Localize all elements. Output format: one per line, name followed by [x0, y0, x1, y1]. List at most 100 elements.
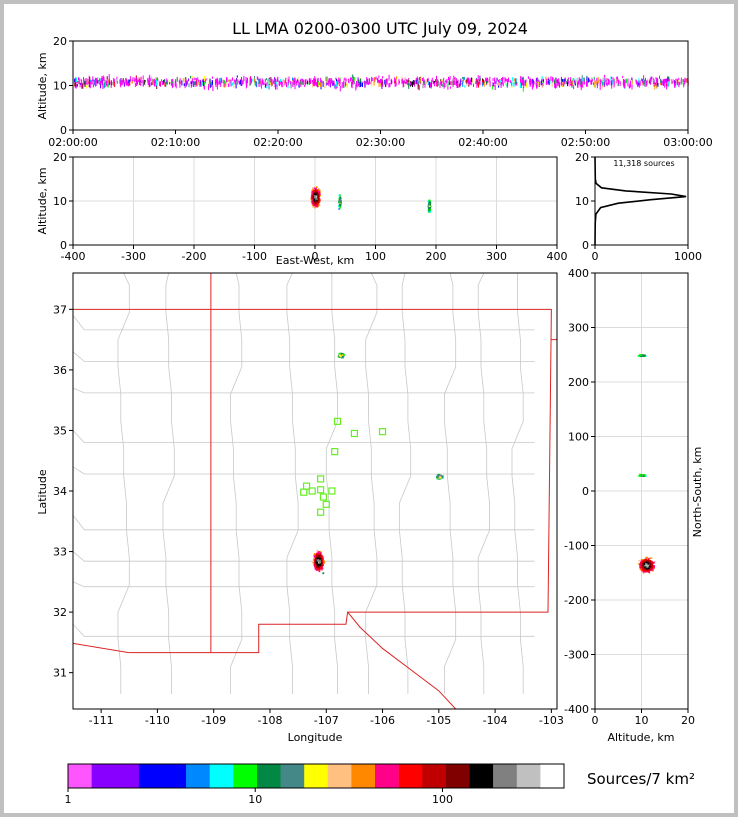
source-point: [652, 568, 654, 571]
source-point: [257, 77, 259, 81]
source-point: [650, 569, 653, 572]
county-line: [73, 315, 535, 331]
source-point: [348, 78, 350, 84]
source-point: [324, 82, 326, 88]
source-point: [404, 78, 406, 84]
source-point: [86, 77, 88, 84]
source-point: [316, 189, 318, 192]
source-point: [643, 79, 645, 83]
source-point: [486, 81, 488, 85]
source-point: [256, 76, 258, 80]
source-point: [533, 82, 535, 88]
source-point: [318, 203, 320, 206]
source-point: [666, 83, 668, 90]
source-point: [610, 80, 612, 86]
source-point: [396, 76, 397, 80]
source-point: [648, 565, 651, 568]
source-point: [613, 82, 615, 88]
colorbar-swatch: [280, 764, 305, 788]
source-point: [645, 567, 648, 569]
y-tick-label: -400: [564, 703, 589, 716]
source-point: [643, 559, 646, 562]
source-point: [316, 186, 318, 188]
source-point: [312, 79, 313, 83]
source-point: [129, 76, 131, 82]
source-point: [329, 78, 331, 85]
source-point: [593, 76, 595, 81]
source-point: [190, 81, 192, 85]
county-line: [73, 514, 535, 531]
source-point: [417, 78, 419, 84]
source-point: [653, 565, 656, 567]
source-point: [346, 83, 348, 89]
source-point: [311, 195, 314, 198]
source-point: [413, 80, 415, 85]
source-point: [638, 78, 640, 83]
source-point: [406, 81, 408, 84]
source-point: [232, 77, 233, 81]
source-point: [156, 85, 158, 89]
source-point: [298, 80, 300, 85]
source-point: [642, 475, 644, 477]
source-point: [470, 80, 472, 86]
source-point: [589, 79, 591, 83]
source-point: [294, 79, 296, 85]
source-point: [541, 75, 543, 81]
source-point: [445, 80, 447, 84]
source-point: [317, 81, 319, 88]
source-point: [478, 79, 480, 83]
source-point: [313, 563, 316, 565]
source-point: [319, 551, 322, 553]
source-point: [625, 79, 627, 84]
source-point: [87, 79, 89, 84]
source-point: [339, 204, 341, 207]
x-tick-label: 100: [365, 250, 386, 263]
source-point: [453, 79, 455, 82]
source-point: [644, 560, 646, 563]
source-point: [596, 80, 598, 85]
source-point: [640, 355, 642, 357]
source-point: [341, 352, 344, 355]
colorbar-swatch: [469, 764, 494, 788]
source-point: [426, 80, 428, 84]
source-point: [241, 81, 243, 86]
source-point: [637, 82, 639, 86]
source-point: [645, 568, 647, 571]
source-point: [212, 85, 214, 92]
source-point: [654, 78, 656, 83]
source-point: [496, 78, 498, 81]
source-point: [654, 561, 656, 563]
source-point: [229, 81, 231, 87]
y-tick-label: 20: [575, 151, 589, 164]
source-point: [482, 82, 484, 87]
x-tick-label: 1000: [674, 250, 702, 263]
ew-ylabel: Altitude, km: [36, 167, 49, 234]
source-point: [513, 81, 515, 88]
source-point: [319, 82, 321, 85]
source-point: [642, 475, 645, 477]
source-point: [591, 80, 593, 84]
source-point: [447, 81, 449, 87]
source-point: [600, 80, 602, 84]
source-point: [577, 82, 579, 88]
source-point: [573, 85, 575, 90]
source-point: [436, 477, 439, 480]
source-point: [555, 83, 557, 89]
source-point: [631, 79, 633, 84]
source-point: [339, 85, 341, 92]
source-point: [341, 355, 344, 358]
source-point: [315, 192, 317, 194]
source-point: [391, 80, 393, 84]
ew-xlabel: East-West, km: [276, 254, 354, 267]
source-point: [440, 474, 442, 477]
source-point: [280, 79, 282, 85]
source-point: [439, 82, 441, 89]
source-point: [642, 80, 644, 86]
source-point: [601, 85, 603, 89]
source-point: [340, 201, 342, 203]
source-point: [437, 79, 439, 85]
source-point: [316, 193, 318, 196]
source-point: [181, 78, 183, 82]
source-point: [136, 77, 138, 81]
x-tick-label: 0: [592, 250, 599, 263]
